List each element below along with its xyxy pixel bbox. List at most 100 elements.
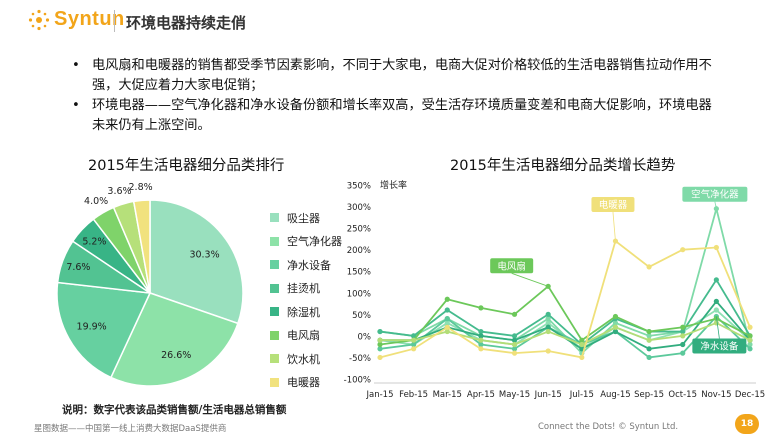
callout-box (692, 338, 747, 354)
bullet-item: • 电风扇和电暖器的销售都受季节因素影响，不同于大家电，电商大促对价格较低的生活… (70, 56, 720, 96)
series-point (377, 354, 383, 361)
pie-data-label: 30.3% (189, 250, 219, 261)
legend-label: 吸尘器 (287, 211, 320, 225)
pie-chart-title: 2015年生活电器细分品类排行 (88, 158, 285, 174)
header-divider (114, 10, 115, 32)
line-chart-title: 2015年生活电器细分品类增长趋势 (450, 158, 676, 174)
x-tick-label: Aug-15 (600, 390, 630, 400)
y-axis-label: 增长率 (380, 179, 407, 191)
series-point (646, 337, 652, 343)
sunburst-icon (28, 9, 50, 31)
series-point (444, 296, 450, 302)
series-point (646, 346, 652, 352)
series-line-7 (380, 321, 751, 346)
y-tick-label: 50% (352, 311, 371, 321)
callout-label: 净水设备 (700, 340, 739, 352)
series-point (545, 320, 551, 326)
pie-legend: 吸尘器 空气净化器 净水设备 挂烫机 除湿机 电风扇 饮水机 电暖器 (270, 206, 342, 394)
bullet-dot: • (72, 58, 80, 73)
pie-slice-2 (109, 292, 239, 387)
legend-swatch (270, 283, 279, 293)
legend-swatch (270, 307, 279, 317)
series-point (478, 305, 484, 311)
legend-swatch (270, 260, 279, 270)
bullet-item: • 环境电器——空气净化器和净水设备份额和增长率双高，受生活存环境质量变差和电商… (70, 96, 720, 136)
y-tick-label: -50% (349, 354, 371, 364)
series-point (478, 346, 484, 352)
footer: 星图数据——中国第一线上消费大数据DaaS提供商 Connect the Dot… (0, 419, 780, 439)
legend-item: 挂烫机 (270, 277, 342, 301)
callout-box (490, 258, 534, 274)
legend-item: 吸尘器 (270, 206, 342, 230)
series-line-3 (379, 315, 751, 359)
legend-item: 饮水机 (270, 347, 342, 371)
series-point (377, 346, 383, 352)
series-point (646, 264, 652, 270)
callout-label: 电风扇 (497, 260, 526, 272)
series-point (612, 313, 619, 320)
x-tick-label: Sep-15 (634, 390, 664, 400)
series-point (545, 348, 551, 354)
series-point (713, 277, 719, 283)
pie-data-label: 5.2% (82, 236, 106, 247)
series-point (646, 333, 652, 339)
series-point (444, 328, 450, 335)
legend-label: 挂烫机 (287, 282, 320, 296)
pie-chart: 30.3% 26.6% 19.9% 7.6% 5.2% 4.0%3.6%2.8% (56, 182, 244, 387)
series-point (612, 328, 619, 335)
bullet-text: 环境电器——空气净化器和净水设备份额和增长率双高，受生活存环境质量变差和电商大促… (92, 98, 712, 133)
legend-label: 空气净化器 (287, 235, 342, 249)
series-point (579, 341, 585, 348)
x-tick-label: Jan-15 (366, 390, 394, 400)
series-point (511, 350, 518, 356)
series-point (680, 328, 686, 335)
series-point (511, 311, 518, 317)
series-point (511, 341, 518, 348)
pie-slice-8 (132, 199, 151, 294)
series-point (713, 206, 719, 212)
bullet-text: 电风扇和电暖器的销售都受季节因素影响，不同于大家电，电商大促对价格较低的生活电器… (92, 58, 712, 93)
series-point (747, 337, 753, 343)
callout-label: 电暖器 (599, 199, 628, 211)
series-point (411, 341, 417, 348)
callout-leader (612, 212, 616, 242)
callout-leader (715, 316, 720, 339)
series-point (680, 341, 686, 348)
footer-copyright: Connect the Dots! © Syntun Ltd. (538, 422, 679, 432)
pie-data-label: 2.8% (129, 182, 153, 193)
series-line-4 (379, 278, 751, 346)
series-point (612, 320, 619, 326)
syntun-logo: Syntun (28, 8, 125, 31)
series-point (511, 346, 518, 352)
brand-name: Syntun (54, 8, 125, 30)
series-point (478, 328, 484, 335)
series-point (377, 337, 383, 343)
legend-label: 饮水机 (287, 352, 320, 366)
legend-item: 电风扇 (270, 324, 342, 348)
series-point (680, 333, 686, 339)
series-point (545, 328, 551, 335)
series-point (713, 307, 719, 313)
series-point (545, 324, 551, 330)
line-chart: 350% 300% 250% 200% 150% 100% 50% 0% -50% -100% 增长… (344, 179, 766, 400)
y-tick-label: -100% (344, 376, 371, 386)
x-tick-label: Apr-15 (467, 390, 495, 400)
series-point (478, 341, 484, 348)
series-point (747, 341, 753, 348)
series-point (444, 324, 450, 330)
series-point (680, 247, 686, 253)
legend-label: 净水设备 (287, 258, 331, 272)
series-point (411, 337, 417, 343)
page-number: 18 (735, 414, 759, 434)
legend-swatch (270, 354, 279, 364)
callout-box (591, 197, 635, 213)
x-tick-label: Mar-15 (433, 390, 462, 400)
x-tick-label: Jun-15 (534, 390, 562, 400)
pie-data-label: 26.6% (161, 350, 191, 361)
bullet-dot: • (72, 98, 80, 113)
series-point (444, 316, 450, 322)
legend-swatch (270, 377, 279, 387)
pie-data-label: 19.9% (77, 321, 107, 332)
series-point (511, 337, 518, 343)
series-point (545, 316, 551, 322)
